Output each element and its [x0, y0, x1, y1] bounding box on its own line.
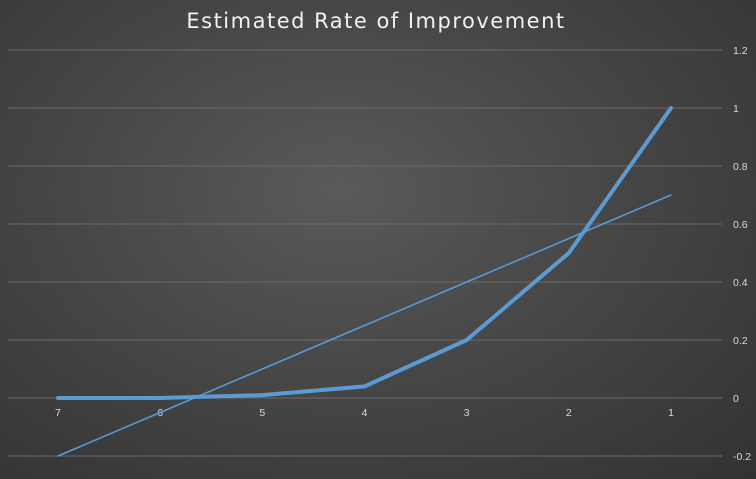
gridlines — [8, 49, 722, 457]
x-tick-label: 2 — [566, 407, 572, 419]
trendline — [57, 194, 672, 457]
y-axis-tick-labels: -0.2 0 0.2 0.4 0.6 0.8 1 1.2 — [733, 45, 751, 463]
y-tick-label: 0.4 — [733, 277, 748, 289]
series-lines — [56, 106, 673, 457]
chart-title: Estimated Rate of Improvement — [186, 9, 565, 33]
series-line — [56, 106, 673, 400]
y-tick-label: 1 — [733, 103, 739, 115]
x-tick-label: 3 — [464, 407, 470, 419]
y-tick-label: 1.2 — [733, 45, 748, 57]
x-tick-label: 1 — [668, 407, 674, 419]
x-tick-label: 5 — [259, 407, 265, 419]
y-tick-label: -0.2 — [733, 451, 751, 463]
y-tick-label: 0 — [733, 393, 739, 405]
x-tick-label: 4 — [362, 407, 368, 419]
y-tick-label: 0.6 — [733, 219, 748, 231]
y-tick-label: 0.8 — [733, 161, 748, 173]
y-tick-label: 0.2 — [733, 335, 748, 347]
x-tick-label: 7 — [55, 407, 61, 419]
